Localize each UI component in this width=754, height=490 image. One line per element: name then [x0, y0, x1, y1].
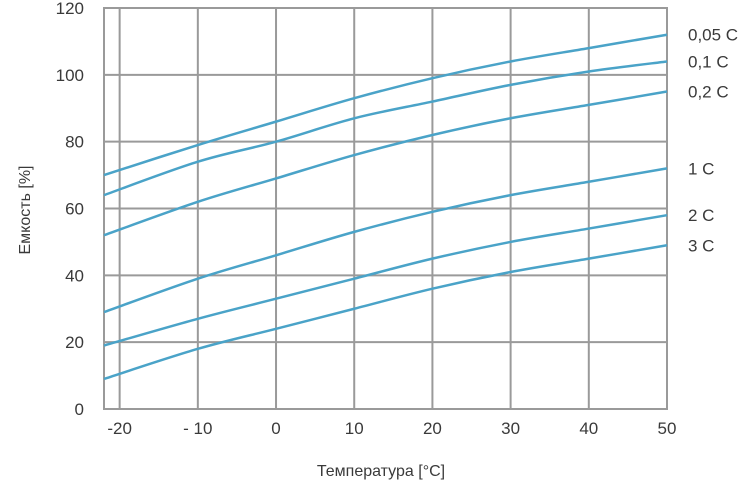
- x-tick-label: 20: [423, 419, 442, 438]
- series-lines: [103, 33, 668, 381]
- y-tick-label: 80: [65, 133, 84, 152]
- x-tick-label: 40: [579, 419, 598, 438]
- series-label: 0,1 C: [688, 52, 729, 71]
- grid: [103, 7, 668, 410]
- y-tick-label: 100: [56, 66, 84, 85]
- series-line: [103, 60, 668, 197]
- series-label: 0,05 C: [688, 26, 738, 45]
- x-tick-label: 10: [345, 419, 364, 438]
- series-line: [103, 213, 668, 347]
- x-tick-label: 0: [271, 419, 280, 438]
- y-axis-ticks: 0 20 40 60 80 100 120: [56, 0, 84, 419]
- x-axis-title: Температура [°C]: [317, 463, 445, 480]
- y-tick-label: 0: [75, 400, 84, 419]
- series-labels: 0,05 C 0,1 C 0,2 C 1 C 2 C 3 C: [688, 26, 738, 256]
- series-line: [103, 167, 668, 314]
- y-axis-title: Емкость [%]: [17, 166, 34, 255]
- series-label: 2 C: [688, 206, 714, 225]
- series-line: [103, 33, 668, 177]
- y-tick-label: 20: [65, 333, 84, 352]
- series-label: 3 C: [688, 236, 714, 255]
- series-label: 0,2 C: [688, 83, 729, 102]
- y-tick-label: 40: [65, 266, 84, 285]
- y-tick-label: 60: [65, 200, 84, 219]
- x-tick-label: - 10: [183, 419, 212, 438]
- x-axis-ticks: -20 - 10 0 10 20 30 40 50: [107, 419, 676, 438]
- x-tick-label: 50: [658, 419, 677, 438]
- series-label: 1 C: [688, 159, 714, 178]
- series-line: [103, 244, 668, 381]
- y-tick-label: 120: [56, 0, 84, 18]
- x-tick-label: -20: [107, 419, 132, 438]
- series-line: [103, 90, 668, 237]
- x-tick-label: 30: [501, 419, 520, 438]
